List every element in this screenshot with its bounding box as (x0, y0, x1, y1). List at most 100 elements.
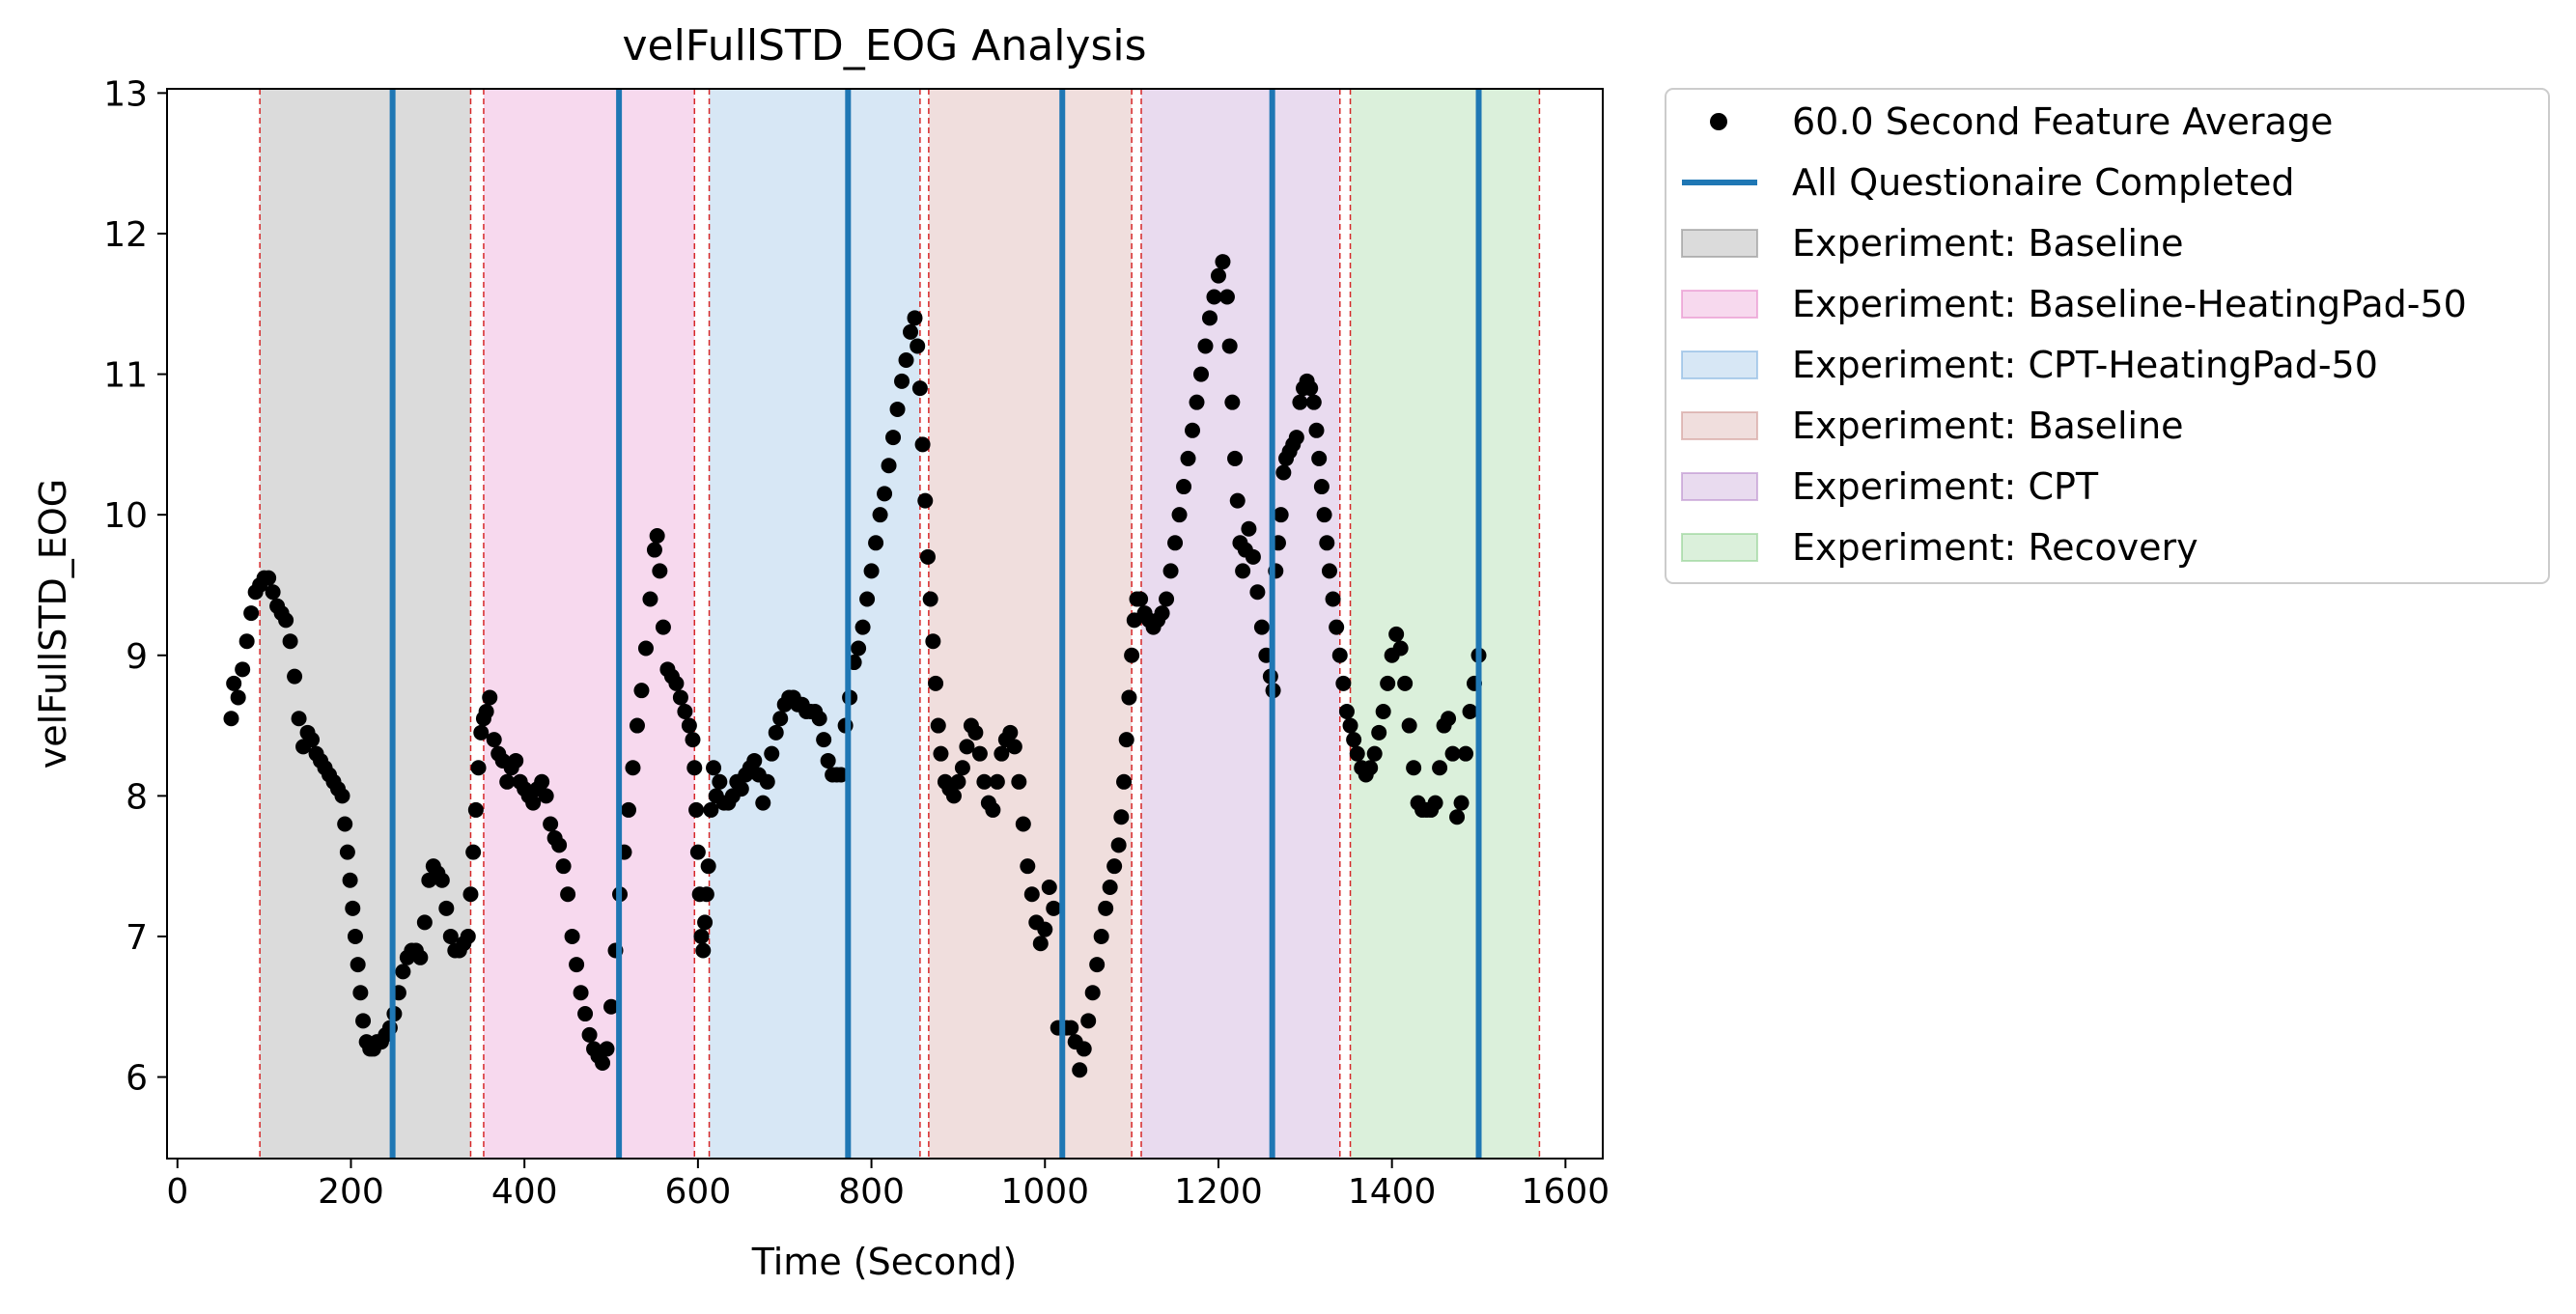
data-point-112 (672, 689, 688, 706)
data-point-62 (467, 801, 484, 818)
legend-patch-4 (1681, 350, 1758, 379)
data-point-169 (889, 401, 906, 417)
data-point-219 (1089, 957, 1106, 973)
data-point-49 (416, 914, 433, 931)
data-point-168 (885, 430, 902, 446)
data-point-114 (681, 717, 697, 734)
data-point-312 (1432, 760, 1448, 776)
data-point-121 (695, 942, 712, 959)
data-point-318 (1458, 745, 1474, 762)
data-point-100 (625, 760, 641, 776)
x-tick-label-8: 1600 (1522, 1172, 1610, 1212)
data-point-300 (1380, 675, 1396, 691)
data-point-106 (649, 528, 665, 545)
data-point-245 (1189, 394, 1205, 410)
y-tick-label-5: 11 (103, 356, 148, 396)
data-point-260 (1241, 520, 1257, 537)
data-point-228 (1121, 689, 1137, 706)
data-point-216 (1076, 1041, 1092, 1057)
data-point-303 (1392, 640, 1409, 657)
data-point-31 (347, 928, 363, 944)
y-axis: 6 7 8 9 10 11 12 13 (103, 74, 167, 1099)
legend-patch-2 (1681, 229, 1758, 258)
data-point-1 (226, 675, 242, 691)
phase-band-4 (1141, 89, 1340, 1159)
data-point-289 (1335, 675, 1352, 691)
data-point-107 (652, 563, 668, 579)
legend-patch-5 (1681, 411, 1758, 440)
data-point-152 (816, 732, 832, 748)
data-point-139 (759, 773, 775, 790)
data-point-251 (1215, 254, 1231, 270)
data-point-316 (1449, 809, 1466, 825)
data-point-138 (755, 795, 771, 811)
data-point-299 (1375, 703, 1391, 719)
data-point-241 (1171, 507, 1188, 523)
x-tick-label-1: 200 (318, 1172, 384, 1212)
y-axis-label: velFullSTD_EOG (32, 479, 74, 769)
data-point-311 (1427, 795, 1443, 811)
data-point-163 (863, 563, 880, 579)
data-point-136 (746, 752, 763, 769)
data-point-244 (1185, 422, 1201, 438)
data-point-87 (569, 957, 585, 973)
data-point-217 (1080, 1013, 1097, 1029)
data-point-117 (688, 801, 705, 818)
data-point-90 (581, 1026, 598, 1043)
legend: 60.0 Second Feature Average All Questiona… (1665, 88, 2550, 584)
data-point-279 (1305, 394, 1322, 410)
data-point-285 (1321, 563, 1337, 579)
data-point-125 (703, 801, 719, 818)
data-point-250 (1210, 267, 1226, 284)
data-point-156 (833, 767, 850, 783)
data-point-254 (1224, 394, 1241, 410)
data-point-94 (599, 1041, 615, 1057)
data-point-111 (668, 675, 685, 691)
data-point-88 (573, 985, 589, 1001)
data-point-292 (1346, 732, 1362, 748)
data-point-89 (577, 1006, 594, 1022)
data-point-182 (930, 717, 946, 734)
data-point-304 (1397, 675, 1414, 691)
data-point-30 (345, 900, 361, 916)
legend-frame (1665, 88, 2550, 584)
data-point-61 (465, 844, 482, 860)
data-point-48 (412, 949, 429, 965)
data-point-53 (434, 872, 450, 888)
data-point-275 (1292, 394, 1308, 410)
data-point-153 (820, 752, 836, 769)
data-point-113 (677, 703, 693, 719)
data-point-179 (922, 591, 938, 607)
data-point-280 (1308, 422, 1325, 438)
data-point-237 (1154, 605, 1170, 622)
data-point-55 (442, 928, 459, 944)
legend-label-4: Experiment: CPT-HeatingPad-50 (1792, 344, 2378, 386)
legend-label-2: Experiment: Baseline (1792, 222, 2184, 265)
data-point-200 (1006, 739, 1022, 755)
data-point-67 (482, 689, 498, 706)
data-point-26 (334, 788, 350, 804)
data-point-248 (1201, 310, 1218, 326)
data-point-195 (985, 801, 1001, 818)
data-point-59 (460, 928, 476, 944)
chart-title: velFullSTD_EOG Analysis (622, 21, 1146, 70)
data-point-3 (235, 661, 251, 678)
data-point-238 (1159, 591, 1175, 607)
data-point-104 (642, 591, 658, 607)
data-point-224 (1110, 837, 1127, 853)
questionnaire-lines (389, 89, 1482, 1159)
x-tick-label-0: 0 (166, 1172, 188, 1212)
data-point-108 (655, 619, 671, 635)
data-point-249 (1206, 289, 1222, 305)
data-point-314 (1441, 711, 1457, 727)
data-point-4 (238, 633, 255, 650)
data-point-5 (243, 605, 260, 622)
phase-bands (260, 89, 1540, 1159)
data-point-225 (1113, 809, 1130, 825)
data-point-302 (1388, 626, 1405, 642)
data-point-258 (1235, 563, 1251, 579)
x-tick-label-4: 800 (838, 1172, 905, 1212)
y-tick-label-0: 6 (126, 1059, 148, 1099)
legend-patch-3 (1681, 290, 1758, 319)
data-point-287 (1329, 619, 1345, 635)
